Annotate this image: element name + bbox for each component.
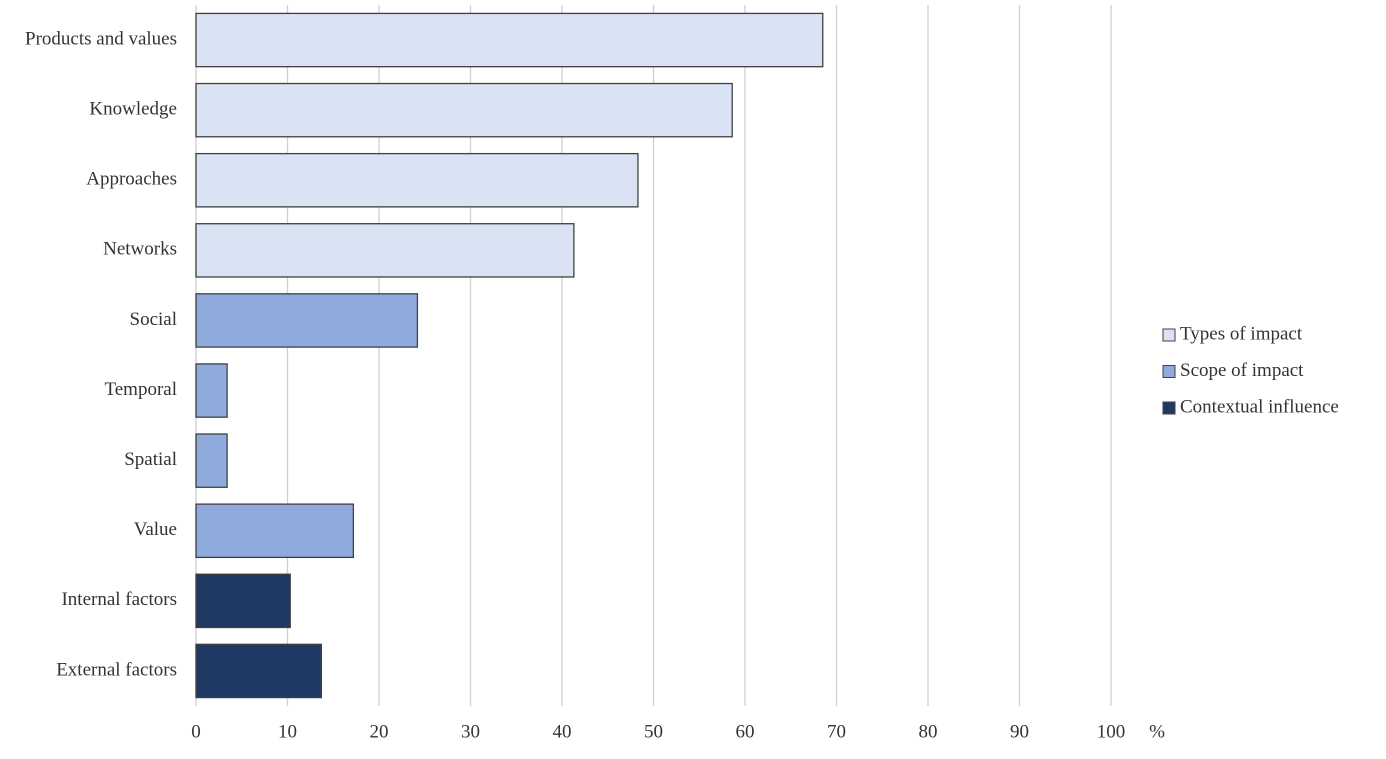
x-tick-label: 0 [191,721,201,742]
y-tick-label: Approaches [86,169,177,190]
x-tick-label: 80 [919,721,938,742]
bar [195,363,228,418]
y-tick-label: Knowledge [89,99,177,120]
x-tick-label: 10 [278,721,297,742]
y-tick-label: Spatial [124,449,177,470]
x-tick-label: 30 [461,721,480,742]
x-tick-label: 50 [644,721,663,742]
bar [195,503,355,559]
bar [195,573,291,629]
bar [195,293,419,348]
y-tick-label: Internal factors [61,589,177,610]
bar [195,433,228,488]
legend-label: Contextual influence [1180,396,1339,417]
x-tick-label: 70 [827,721,846,742]
legend-swatch [1162,328,1176,342]
y-tick-label: Networks [103,239,177,260]
x-tick-label: 90 [1010,721,1029,742]
bar [195,12,824,68]
y-tick-label: External factors [56,659,177,680]
y-tick-label: Social [130,309,178,330]
x-tick-label: 20 [370,721,389,742]
x-tick-label: 60 [736,721,755,742]
y-tick-label: Value [134,519,177,540]
x-tick-label: 100 [1097,721,1126,742]
legend-label: Scope of impact [1180,360,1304,381]
bar [195,643,323,699]
legend-swatch [1162,401,1176,415]
bar [195,223,575,278]
y-tick-label: Products and values [25,28,177,49]
y-tick-label: Temporal [104,379,177,400]
bar [195,152,639,208]
legend-label: Types of impact [1180,323,1303,344]
bar [195,82,733,138]
legend-swatch [1162,365,1176,378]
x-tick-label: 40 [553,721,572,742]
x-axis-label: % [1149,721,1165,742]
